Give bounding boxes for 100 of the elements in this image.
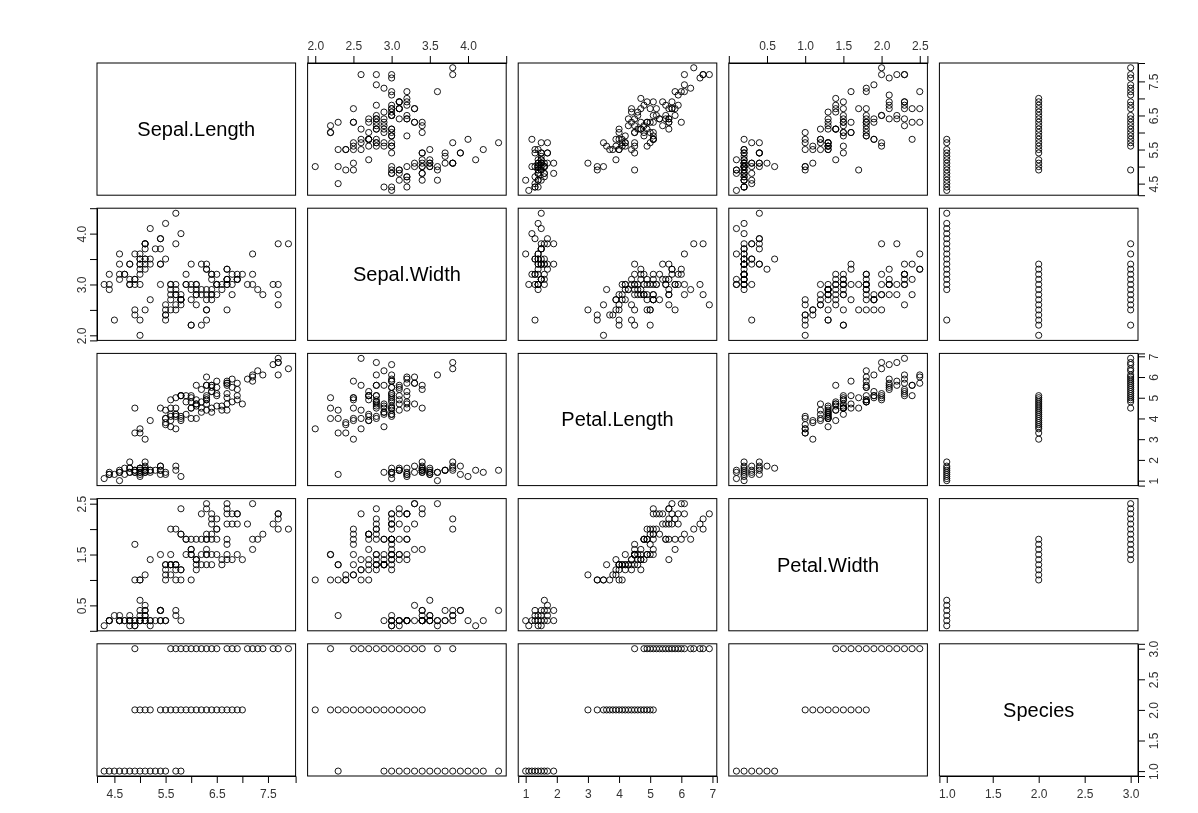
point bbox=[1127, 260, 1135, 268]
point bbox=[1035, 118, 1043, 126]
x-tick-label: 7.5 bbox=[260, 786, 278, 801]
y-tick-label: 1.5 bbox=[1146, 732, 1161, 750]
point bbox=[1127, 556, 1135, 564]
point bbox=[943, 163, 951, 171]
point bbox=[1127, 404, 1135, 412]
point bbox=[943, 260, 951, 268]
point bbox=[1035, 571, 1043, 579]
x-tick-label: 7 bbox=[709, 786, 717, 801]
point bbox=[1035, 139, 1043, 147]
point bbox=[1127, 291, 1135, 299]
point bbox=[943, 135, 951, 143]
point bbox=[1035, 132, 1043, 140]
point bbox=[1035, 149, 1043, 157]
point bbox=[943, 183, 951, 191]
x-tick-label: 2.0 bbox=[873, 39, 891, 53]
point bbox=[943, 622, 951, 630]
point bbox=[943, 612, 951, 620]
point bbox=[1127, 74, 1135, 82]
point bbox=[1127, 142, 1135, 150]
point bbox=[943, 149, 951, 157]
x-tick-label: 4.0 bbox=[460, 39, 478, 53]
x-tick-label: 5 bbox=[647, 786, 655, 801]
point bbox=[943, 166, 951, 174]
point bbox=[1035, 111, 1043, 120]
point bbox=[1035, 556, 1043, 564]
point bbox=[1127, 122, 1135, 130]
point bbox=[943, 286, 951, 294]
x-tick-label: 1.0 bbox=[938, 786, 956, 801]
y-tick-label: 2.5 bbox=[75, 495, 89, 513]
point bbox=[943, 173, 951, 181]
point bbox=[1127, 64, 1135, 72]
x-tick-label: 3.0 bbox=[1122, 786, 1140, 801]
point bbox=[1035, 142, 1043, 150]
y-tick-label: 2.0 bbox=[75, 327, 89, 345]
point bbox=[1035, 98, 1043, 106]
point bbox=[1035, 156, 1043, 164]
point bbox=[1035, 316, 1043, 324]
point bbox=[943, 186, 951, 194]
point bbox=[943, 596, 951, 604]
point bbox=[1127, 128, 1135, 137]
point bbox=[1127, 166, 1135, 174]
point bbox=[943, 250, 951, 258]
point bbox=[1127, 84, 1135, 92]
point bbox=[1127, 510, 1135, 518]
point bbox=[1127, 520, 1135, 528]
point bbox=[1127, 135, 1135, 143]
y-tick-label: 5 bbox=[1146, 394, 1161, 402]
point bbox=[1127, 81, 1135, 89]
point bbox=[1127, 240, 1135, 248]
point bbox=[1127, 118, 1135, 126]
y-tick-label: 3.0 bbox=[75, 276, 89, 294]
point bbox=[943, 176, 951, 184]
point bbox=[943, 316, 951, 324]
point bbox=[1035, 146, 1043, 154]
point bbox=[943, 280, 951, 288]
x-tick-label: 6.5 bbox=[208, 786, 226, 801]
x-tick-label: 3.0 bbox=[383, 39, 401, 53]
point bbox=[1127, 115, 1135, 123]
x-tick-label: 6 bbox=[678, 786, 686, 801]
x-tick-label: 0.5 bbox=[759, 39, 777, 53]
point bbox=[1035, 275, 1043, 283]
y-tick-label: 3 bbox=[1146, 436, 1161, 444]
point bbox=[1035, 125, 1043, 133]
x-tick-label: 4.5 bbox=[106, 786, 124, 801]
point bbox=[1127, 535, 1135, 543]
point bbox=[1035, 306, 1043, 314]
point bbox=[943, 255, 951, 263]
text: Species bbox=[1003, 698, 1075, 721]
point bbox=[1035, 260, 1043, 268]
y-tick-label: 4.0 bbox=[75, 225, 89, 243]
point bbox=[943, 225, 951, 233]
point bbox=[943, 240, 951, 248]
point bbox=[1127, 354, 1135, 362]
point bbox=[1035, 280, 1043, 288]
point bbox=[943, 245, 951, 253]
point bbox=[1127, 358, 1135, 367]
point bbox=[1127, 280, 1135, 288]
point bbox=[1127, 270, 1135, 278]
point bbox=[1035, 311, 1043, 319]
point bbox=[1127, 306, 1135, 314]
x-tick-label: 1.5 bbox=[835, 39, 853, 53]
point bbox=[943, 235, 951, 243]
point bbox=[943, 275, 951, 283]
point bbox=[1127, 101, 1135, 109]
point bbox=[1127, 296, 1135, 304]
point bbox=[1127, 265, 1135, 273]
point bbox=[1035, 105, 1043, 113]
point bbox=[943, 270, 951, 278]
point bbox=[943, 180, 951, 188]
y-tick-label: 2 bbox=[1146, 456, 1161, 464]
y-tick-label: 4.5 bbox=[1146, 175, 1161, 193]
text: Petal.Width bbox=[776, 553, 880, 576]
point bbox=[1035, 331, 1043, 339]
point bbox=[1127, 321, 1135, 329]
x-tick-label: 1 bbox=[522, 786, 530, 801]
y-tick-label: 1.0 bbox=[1146, 762, 1161, 780]
text: Sepal.Width bbox=[352, 263, 461, 286]
point bbox=[1035, 265, 1043, 273]
